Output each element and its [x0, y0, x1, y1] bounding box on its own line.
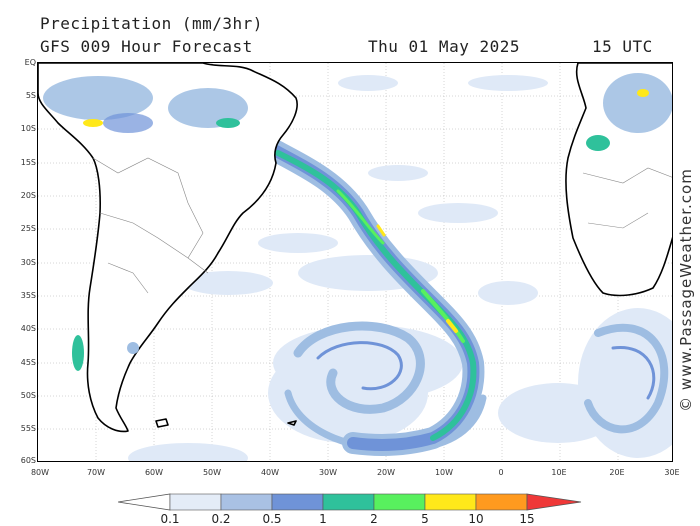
legend-swatch [373, 493, 426, 511]
lat-label: 60S [20, 456, 36, 465]
legend-label: 2 [370, 512, 378, 526]
legend-label: 0.5 [262, 512, 282, 526]
legend-swatch [322, 493, 375, 511]
lon-label: 10E [551, 468, 567, 477]
lon-label: 20W [376, 468, 396, 477]
legend-swatch [220, 493, 273, 511]
lon-label: 60W [144, 468, 164, 477]
lat-label: 25S [20, 224, 36, 233]
legend-swatch [169, 493, 222, 511]
legend-label: 5 [421, 512, 429, 526]
lon-label: 40W [260, 468, 280, 477]
falkland-islands [155, 418, 169, 428]
lat-label: 50S [20, 391, 36, 400]
precipitation-legend [118, 493, 582, 511]
lon-label: 30W [318, 468, 338, 477]
cyclone-core [316, 341, 656, 400]
forecast-time: 15 UTC [592, 37, 653, 56]
lon-label: 0 [498, 468, 504, 477]
legend-arrow-high [526, 493, 582, 511]
lon-label: 80W [30, 468, 50, 477]
map-title: Precipitation (mm/3hr) [40, 14, 263, 33]
legend-label: 10 [468, 512, 484, 526]
credit-text: © www.PassageWeather.com [674, 150, 698, 430]
map-graphic [38, 63, 672, 461]
lat-label: 35S [20, 291, 36, 300]
lat-label: EQ [24, 58, 36, 67]
country-borders [92, 157, 672, 294]
credit-label: © www.PassageWeather.com [677, 168, 695, 412]
lon-label: 10W [434, 468, 454, 477]
legend-label: 0.1 [160, 512, 180, 526]
forecast-subtitle: GFS 009 Hour Forecast [40, 37, 253, 56]
legend-swatch [424, 493, 477, 511]
lat-label: 45S [20, 358, 36, 367]
lat-label: 55S [20, 424, 36, 433]
legend-arrow-low [118, 493, 171, 511]
lat-label: 10S [20, 124, 36, 133]
lon-label: 70W [86, 468, 106, 477]
precipitation-map[interactable] [37, 62, 673, 462]
forecast-date: Thu 01 May 2025 [368, 37, 520, 56]
south-america [38, 63, 298, 433]
land-rain [43, 73, 672, 371]
lat-label: 5S [25, 91, 36, 100]
lon-label: 50W [202, 468, 222, 477]
legend-swatch [271, 493, 324, 511]
lat-label: 30S [20, 258, 36, 267]
cold-front-band [265, 140, 485, 456]
lon-label: 20E [609, 468, 625, 477]
legend-label: 1 [319, 512, 327, 526]
legend-swatch [475, 493, 528, 511]
legend-label: 0.2 [211, 512, 231, 526]
legend-label: 15 [519, 512, 535, 526]
south-georgia [287, 420, 297, 426]
lat-label: 40S [20, 324, 36, 333]
lat-label: 20S [20, 191, 36, 200]
lat-label: 15S [20, 158, 36, 167]
lon-label: 30E [664, 468, 680, 477]
